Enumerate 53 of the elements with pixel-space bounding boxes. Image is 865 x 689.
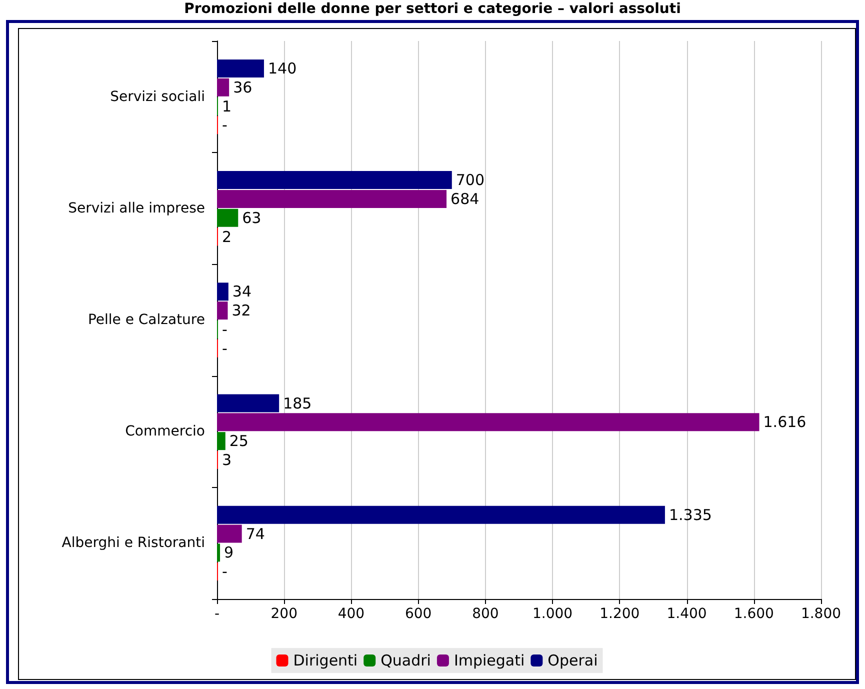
data-label: -	[222, 320, 228, 338]
data-label: -	[222, 339, 228, 358]
bar	[217, 171, 452, 190]
data-label: 25	[229, 432, 248, 450]
y-tick-label: Servizi sociali	[110, 88, 205, 105]
chart-title: Promozioni delle donne per settori e categorie – valori assoluti	[183, 0, 682, 18]
y-tick-label: Commercio	[125, 424, 205, 440]
data-label: 63	[242, 208, 262, 227]
bar	[217, 413, 760, 432]
data-label: 2	[222, 228, 232, 246]
data-label: 9	[224, 544, 234, 562]
bar	[217, 59, 264, 78]
data-label: 1.335	[668, 506, 712, 524]
data-label: -	[222, 116, 228, 134]
x-tick-label: -	[214, 606, 220, 622]
data-label: 34	[232, 282, 252, 301]
x-tick-label: 1.200	[600, 606, 640, 622]
bar	[217, 432, 226, 450]
y-tick-label: Pelle e Calzature	[88, 312, 205, 328]
bar	[217, 524, 242, 543]
x-tick-label: 1.000	[532, 606, 573, 622]
x-tick-label: 400	[338, 606, 365, 622]
bar	[217, 302, 228, 320]
x-tick-label: 1.400	[666, 606, 707, 622]
bar	[217, 78, 230, 96]
legend-label: Dirigenti	[293, 652, 358, 670]
data-label: 140	[268, 59, 297, 78]
bar	[217, 190, 447, 208]
legend-label: Operai	[548, 652, 598, 670]
legend-label: Impiegati	[454, 652, 525, 670]
y-tick-label: Servizi alle imprese	[68, 200, 205, 216]
data-label: 3	[222, 450, 232, 469]
x-tick-label: 1.600	[734, 606, 774, 622]
data-label: 32	[232, 302, 251, 320]
data-label: 700	[456, 171, 485, 190]
x-tick-label: 1.800	[800, 606, 842, 622]
data-label: 74	[246, 524, 265, 543]
y-tick-label: Alberghi e Ristoranti	[62, 535, 205, 552]
x-tick-label: 800	[472, 606, 499, 622]
data-label: 185	[283, 394, 312, 412]
bar	[217, 208, 238, 227]
data-label: 36	[233, 78, 252, 96]
data-label: 1	[222, 97, 232, 116]
bar	[217, 506, 665, 524]
bar	[217, 394, 280, 412]
bar	[217, 544, 220, 562]
x-tick-label: 600	[404, 606, 432, 622]
data-label: 1.616	[763, 413, 806, 432]
data-label: 684	[450, 190, 480, 208]
x-tick-label: 200	[270, 606, 298, 622]
bar	[217, 282, 228, 301]
legend-label: Quadri	[380, 652, 431, 670]
data-label: -	[222, 562, 228, 581]
